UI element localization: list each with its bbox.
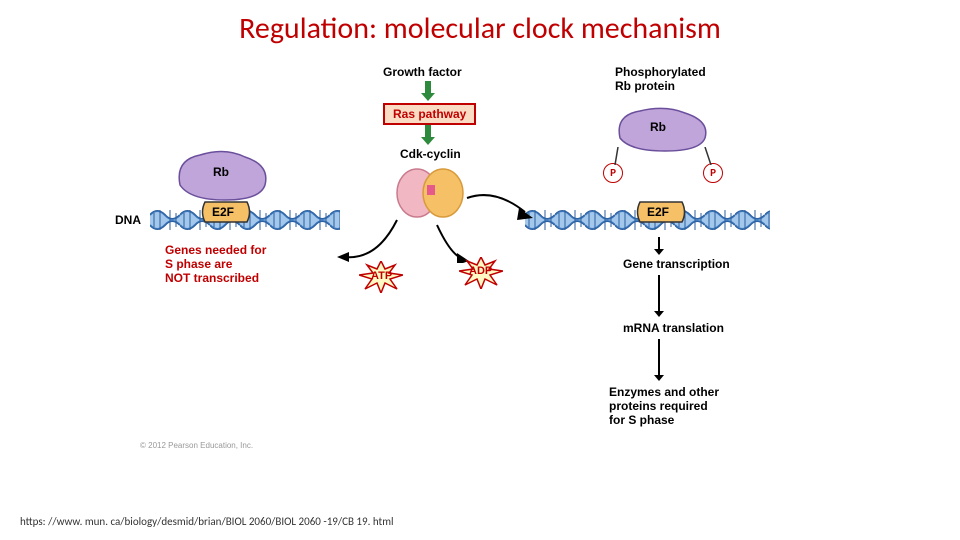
gene-transcription-label: Gene transcription	[623, 257, 730, 271]
diagram-container: Growth factor Ras pathway Cdk-cyclin Pho…	[125, 65, 845, 485]
slide-title: Regulation: molecular clock mechanism	[239, 10, 721, 47]
cdk-cyclin-shape	[395, 163, 465, 223]
ras-pathway-box: Ras pathway	[383, 103, 476, 125]
arrow-to-right-dna	[465, 190, 535, 225]
rb-label-right: Rb	[650, 120, 666, 134]
arrow-down-icon	[421, 125, 435, 145]
enzymes-label: Enzymes and other proteins required for …	[609, 385, 719, 427]
p-circle-2: P	[703, 163, 723, 183]
mrna-translation-label: mRNA translation	[623, 321, 724, 335]
p-circle-1: P	[603, 163, 623, 183]
adp-label: ADP	[469, 265, 492, 277]
p-connector-2	[703, 147, 715, 165]
rb-label-left: Rb	[213, 165, 229, 179]
atp-label: ATP	[371, 270, 392, 282]
e2f-label-right: E2F	[647, 205, 669, 219]
phos-rb-label: Phosphorylated Rb protein	[615, 65, 706, 93]
arrow-down-icon	[652, 339, 666, 381]
cdk-cyclin-label: Cdk-cyclin	[400, 147, 461, 161]
p-connector-1	[613, 147, 623, 165]
genes-not-transcribed-label: Genes needed for S phase are NOT transcr…	[165, 243, 266, 285]
dna-label: DNA	[115, 213, 141, 227]
growth-factor-label: Growth factor	[383, 65, 462, 79]
copyright-text: © 2012 Pearson Education, Inc.	[140, 441, 253, 450]
source-url: https: //www. mun. ca/biology/desmid/bri…	[20, 515, 394, 528]
arrow-down-icon	[652, 275, 666, 317]
arrow-down-icon	[652, 237, 666, 255]
arrow-down-icon	[421, 81, 435, 101]
e2f-label-left: E2F	[212, 205, 234, 219]
